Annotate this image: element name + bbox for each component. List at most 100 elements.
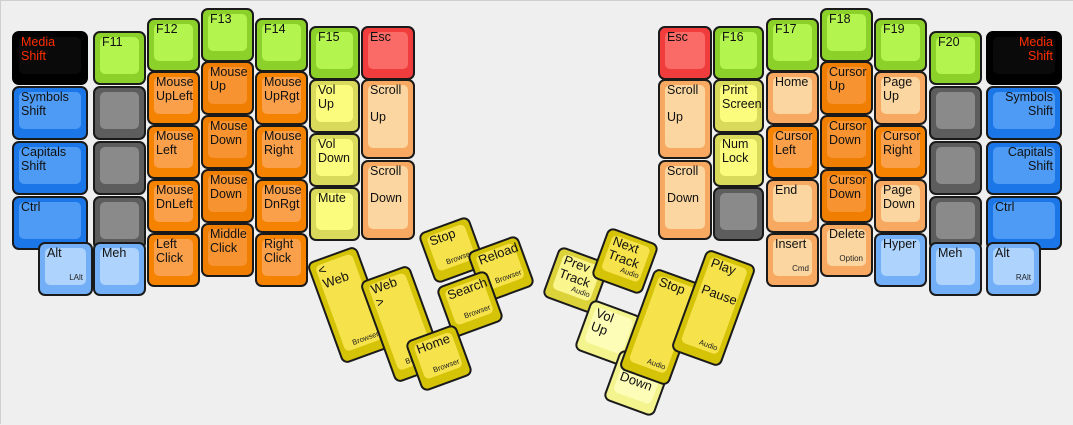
keycap-surface <box>19 92 81 129</box>
key-l-f11[interactable]: F11 <box>93 31 146 85</box>
key-l-mouse-right[interactable]: Mouse Right <box>255 125 308 179</box>
keycap-surface <box>100 248 139 285</box>
key-r-f19[interactable]: F19 <box>874 18 927 72</box>
key-r-f20[interactable]: F20 <box>929 31 982 85</box>
keycap-surface <box>208 175 247 212</box>
keycap-surface <box>773 131 812 168</box>
keycap-surface <box>720 32 757 69</box>
keycap-surface <box>208 67 247 104</box>
key-r-blank-0[interactable] <box>713 187 764 241</box>
key-l-f13[interactable]: F13 <box>201 8 254 62</box>
keycap-surface <box>936 248 975 285</box>
keycap-surface <box>154 185 193 222</box>
keycap-surface <box>881 185 920 222</box>
keycap-surface <box>19 37 81 74</box>
key-r-insert[interactable]: Insert Cmd <box>766 233 819 287</box>
keycap-surface <box>316 139 353 176</box>
keycap-surface <box>262 239 301 276</box>
key-r-f18[interactable]: F18 <box>820 8 873 62</box>
keycap-surface <box>100 37 139 74</box>
key-r-page-up[interactable]: Page Up <box>874 71 927 125</box>
keycap-surface <box>208 229 247 266</box>
keycap-surface <box>316 32 353 69</box>
keycap-surface <box>936 37 975 74</box>
keycap-surface <box>665 85 705 148</box>
keycap-surface <box>45 248 86 285</box>
key-r-blank-1[interactable] <box>929 86 982 140</box>
keycap-surface <box>827 14 866 51</box>
keycap-surface <box>208 121 247 158</box>
keycap-surface <box>773 185 812 222</box>
key-sublabel: Cmd <box>792 264 809 273</box>
keycap-surface <box>773 77 812 114</box>
key-l-vol-up[interactable]: Vol Up <box>309 79 360 133</box>
key-l-middle-click[interactable]: Middle Click <box>201 223 254 277</box>
keycap-surface <box>827 67 866 104</box>
keycap-surface <box>680 256 749 356</box>
keycap-surface <box>368 85 408 148</box>
keycap-surface <box>19 147 81 184</box>
keycap-surface <box>316 193 353 230</box>
keycap-surface <box>881 131 920 168</box>
key-l-blank-1[interactable] <box>93 86 146 140</box>
keycap-surface <box>100 92 139 129</box>
keycap-surface <box>154 77 193 114</box>
keycap-surface <box>262 77 301 114</box>
keycap-surface <box>993 37 1055 74</box>
keycap-surface <box>993 248 1034 285</box>
keycap-surface <box>665 166 705 229</box>
key-l-symbols-shift[interactable]: Symbols Shift <box>12 86 88 140</box>
keycap-surface <box>881 239 920 276</box>
keycap-surface <box>881 77 920 114</box>
keycap-surface <box>827 229 866 266</box>
key-r-cursor-left[interactable]: Cursor Left <box>766 125 819 179</box>
key-r-hyper[interactable]: Hyper <box>874 233 927 287</box>
keycap-surface <box>720 193 757 230</box>
keycap-surface <box>19 202 81 239</box>
keycap-surface <box>827 121 866 158</box>
keycap-surface <box>993 147 1055 184</box>
keycap-surface <box>720 139 757 176</box>
keycap-surface <box>773 239 812 276</box>
key-sublabel: RAlt <box>1015 273 1031 282</box>
key-l-mute[interactable]: Mute <box>309 187 360 241</box>
key-l-f12[interactable]: F12 <box>147 18 200 72</box>
keycap-surface <box>993 92 1055 129</box>
keycap-surface <box>773 24 812 61</box>
keycap-surface <box>936 92 975 129</box>
keycap-surface <box>881 24 920 61</box>
key-r-alt[interactable]: Alt RAlt <box>986 242 1041 296</box>
keycap-surface <box>665 32 705 69</box>
keycap-surface <box>262 185 301 222</box>
keycap-surface <box>100 202 139 239</box>
key-r-blank-2[interactable] <box>929 141 982 195</box>
keycap-surface <box>262 24 301 61</box>
key-r-blank-3[interactable] <box>929 196 982 250</box>
key-sublabel: Option <box>839 254 863 263</box>
key-r-cursor-down-2[interactable]: Cursor Down <box>820 169 873 223</box>
key-l-scroll-up[interactable]: Scroll Up <box>361 79 415 159</box>
keycap-surface <box>368 32 408 69</box>
keycap-surface <box>316 85 353 122</box>
keycap-surface <box>154 24 193 61</box>
keycap-surface <box>154 239 193 276</box>
key-l-meh[interactable]: Meh <box>93 242 146 296</box>
keycap-surface <box>936 147 975 184</box>
keycap-surface <box>262 131 301 168</box>
key-r-media-shift[interactable]: Media Shift <box>986 31 1062 85</box>
keycap-surface <box>368 166 408 229</box>
key-l-blank-2[interactable] <box>93 141 146 195</box>
keycap-surface <box>154 131 193 168</box>
key-r-end[interactable]: End <box>766 179 819 233</box>
keycap-surface <box>720 85 757 122</box>
key-l-alt[interactable]: Alt LAlt <box>38 242 93 296</box>
key-l-esc[interactable]: Esc <box>361 26 415 80</box>
key-sublabel: LAlt <box>69 273 83 282</box>
keycap-surface <box>993 202 1055 239</box>
key-r-scroll-up[interactable]: Scroll Up <box>658 79 712 159</box>
keycap-surface <box>208 14 247 51</box>
keycap-surface <box>827 175 866 212</box>
